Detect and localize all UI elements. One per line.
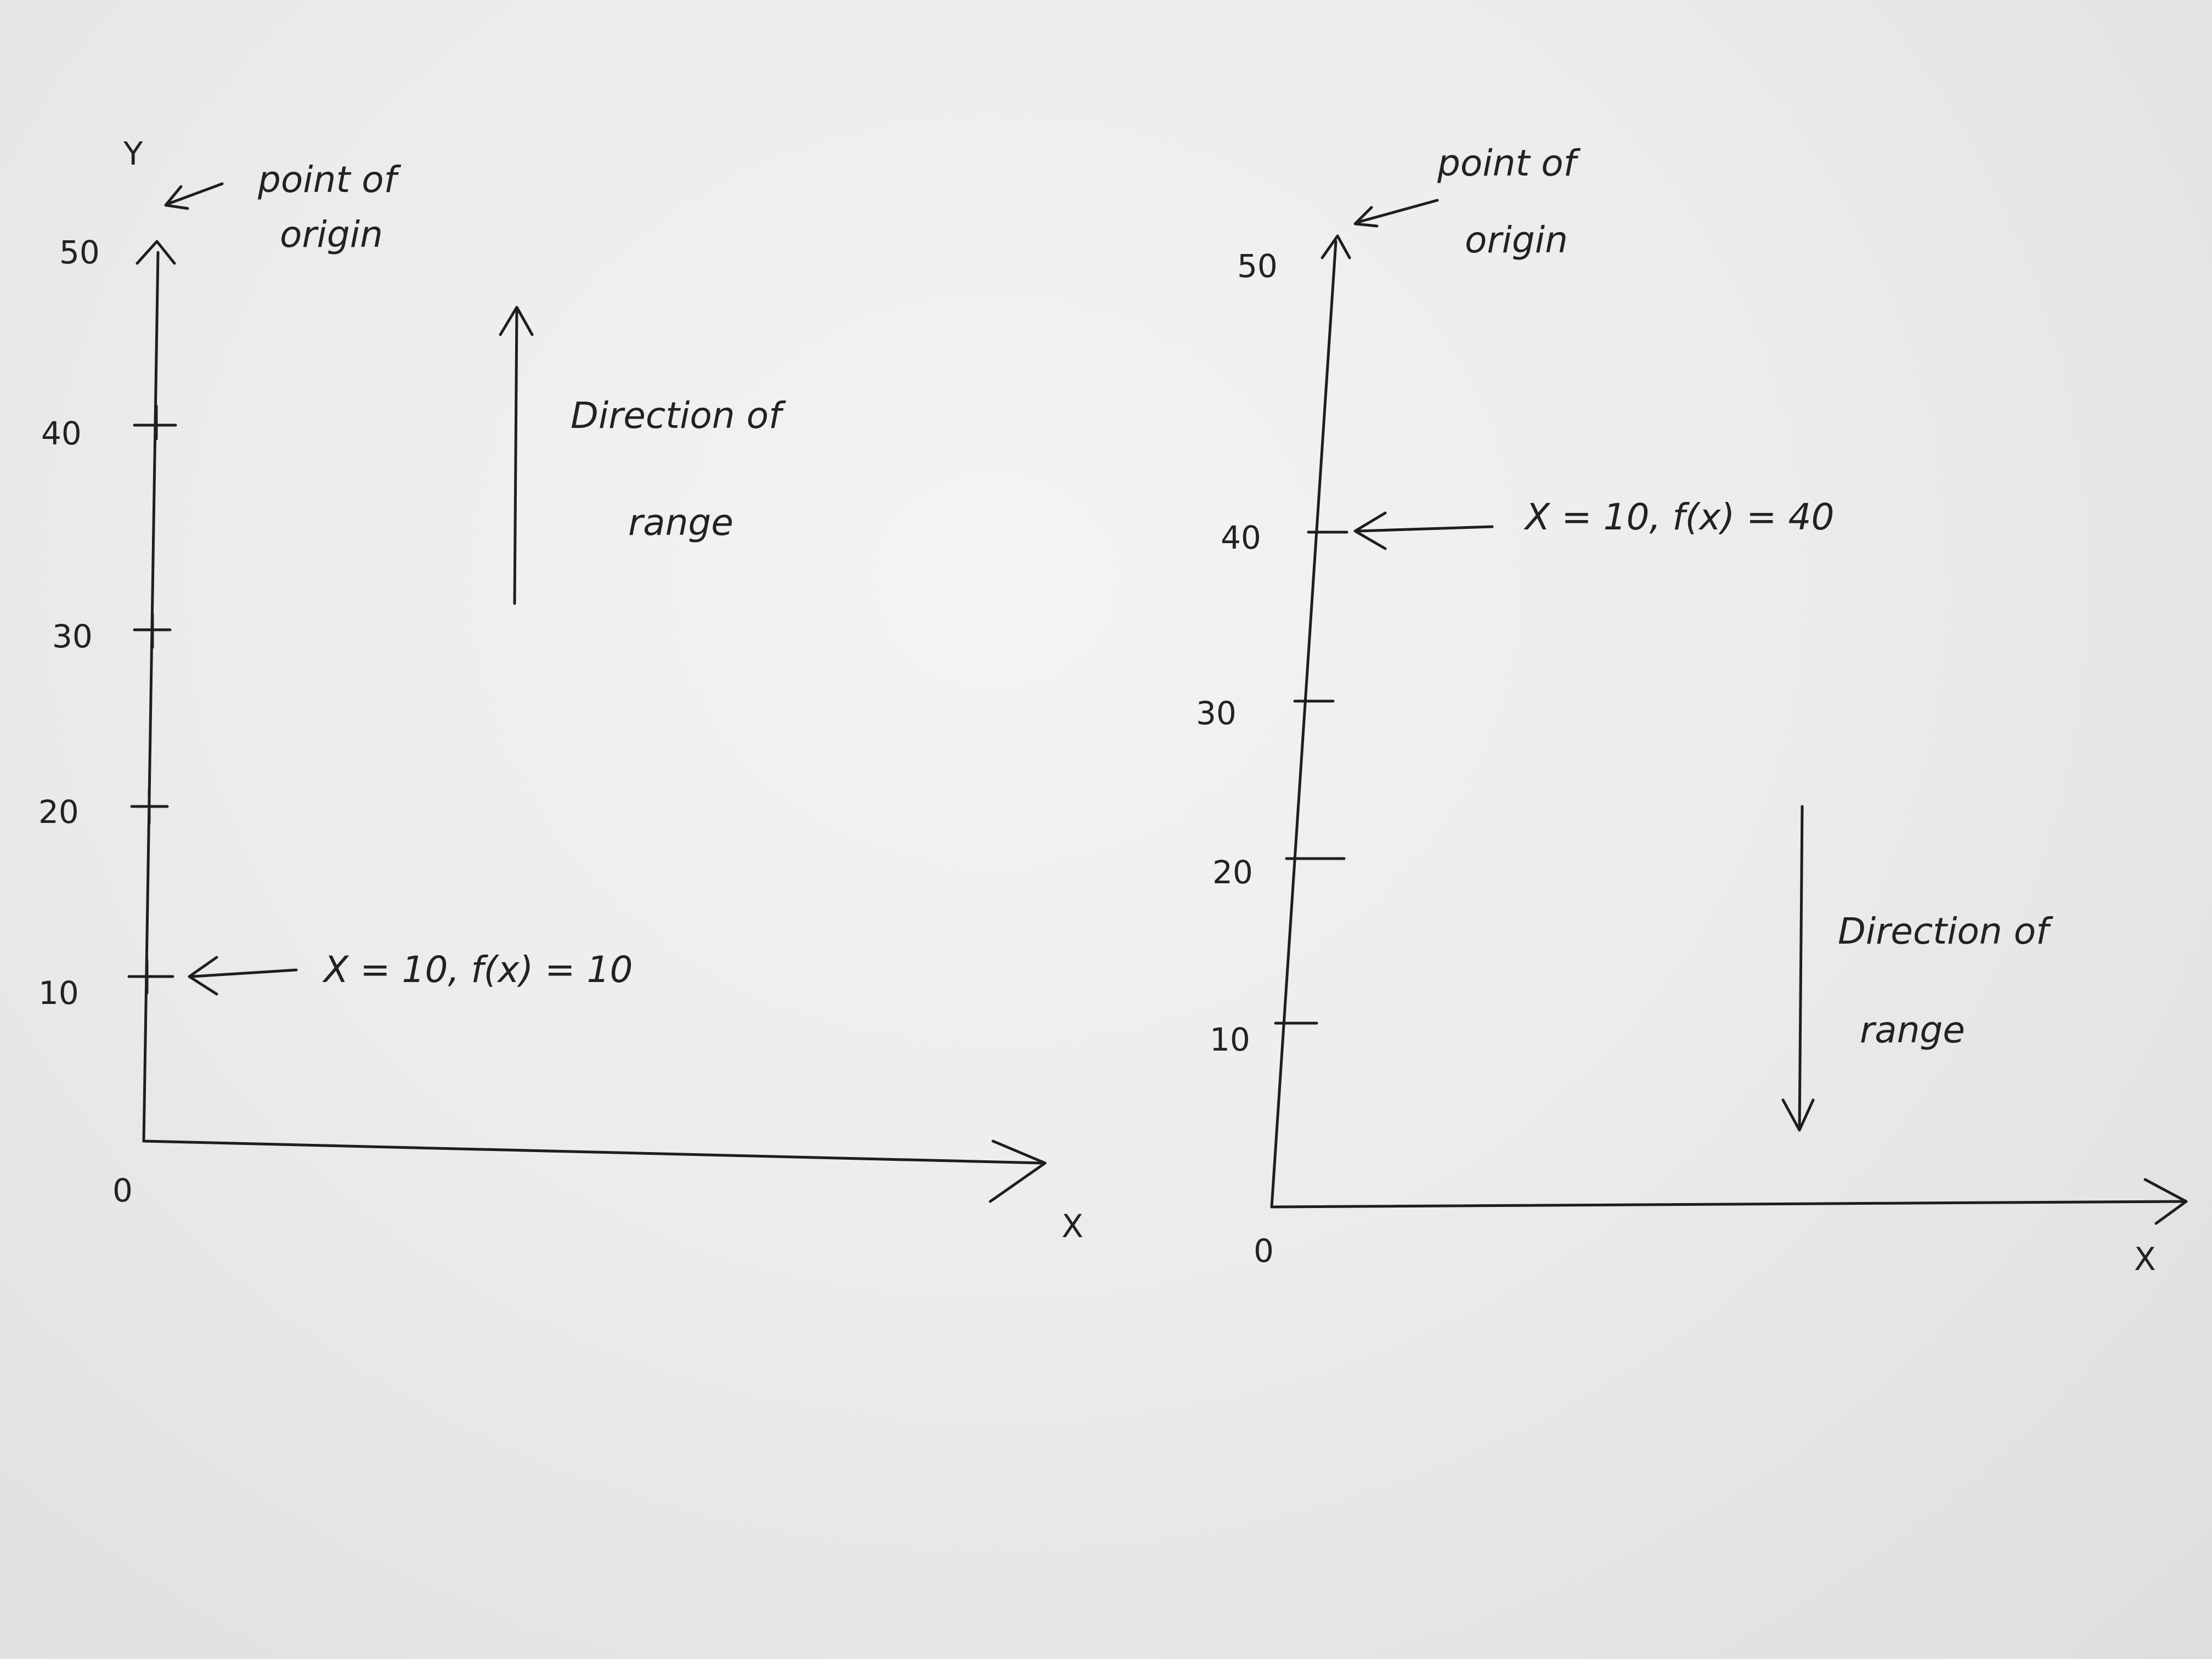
left-y-axis bbox=[142, 251, 160, 1143]
right-tick-label-20: 20 bbox=[1212, 854, 1253, 891]
left-tick-mark-20 bbox=[130, 788, 169, 825]
left-x-axis-label: X bbox=[1062, 1207, 1084, 1245]
right-diagram: 50 40 30 20 10 0 X point of origin X = 1… bbox=[1196, 142, 2188, 1278]
left-y-axis-label: Y bbox=[123, 135, 143, 172]
left-direction-arrow-up bbox=[499, 306, 534, 605]
right-origin-annotation-line2: origin bbox=[1465, 219, 1568, 261]
left-origin-annotation-line2: origin bbox=[280, 213, 383, 256]
left-origin-label: 0 bbox=[112, 1172, 133, 1209]
right-origin-label: 0 bbox=[1254, 1232, 1274, 1269]
left-origin-annotation-line1: point of bbox=[257, 159, 402, 201]
right-tick-label-50: 50 bbox=[1237, 247, 1278, 285]
left-x-axis-arrowhead bbox=[989, 1139, 1047, 1203]
right-x-axis-label: X bbox=[2134, 1240, 2156, 1278]
left-direction-annotation-line1: Direction of bbox=[571, 394, 786, 437]
left-origin-pointer-arrow bbox=[164, 182, 224, 210]
left-mapping-pointer-arrow bbox=[188, 956, 298, 996]
left-tick-label-40: 40 bbox=[41, 415, 82, 452]
left-tick-mark-40 bbox=[133, 404, 177, 441]
right-direction-annotation-line2: range bbox=[1860, 1009, 1965, 1051]
right-direction-arrow-down bbox=[1781, 805, 1815, 1132]
right-y-axis-arrowhead bbox=[1321, 234, 1351, 259]
left-tick-label-30: 30 bbox=[52, 618, 93, 655]
right-mapping-annotation: X = 10, f(x) = 40 bbox=[1523, 496, 1834, 538]
left-tick-label-50: 50 bbox=[59, 234, 100, 271]
left-tick-label-20: 20 bbox=[38, 793, 79, 831]
right-x-axis bbox=[1270, 1200, 2185, 1209]
left-direction-annotation-line2: range bbox=[628, 501, 733, 544]
left-x-axis bbox=[142, 1139, 1044, 1165]
right-x-axis-arrowhead bbox=[2143, 1178, 2188, 1225]
left-diagram: 50 40 30 20 10 0 Y X point of origin Dir… bbox=[38, 135, 1084, 1245]
right-tick-label-40: 40 bbox=[1221, 519, 1261, 556]
left-mapping-annotation: X = 10, f(x) = 10 bbox=[322, 949, 633, 991]
left-tick-mark-10 bbox=[127, 958, 174, 995]
left-tick-label-10: 10 bbox=[38, 974, 79, 1012]
right-mapping-pointer-arrow bbox=[1353, 511, 1494, 550]
right-origin-pointer-arrow bbox=[1353, 199, 1439, 228]
right-tick-label-10: 10 bbox=[1210, 1021, 1250, 1058]
left-y-axis-arrowhead bbox=[136, 240, 176, 265]
right-direction-annotation-line1: Direction of bbox=[1838, 910, 2053, 952]
left-tick-mark-30 bbox=[133, 613, 172, 649]
right-tick-label-30: 30 bbox=[1196, 695, 1237, 732]
right-origin-annotation-line1: point of bbox=[1437, 142, 1581, 184]
right-y-axis bbox=[1270, 240, 1338, 1209]
